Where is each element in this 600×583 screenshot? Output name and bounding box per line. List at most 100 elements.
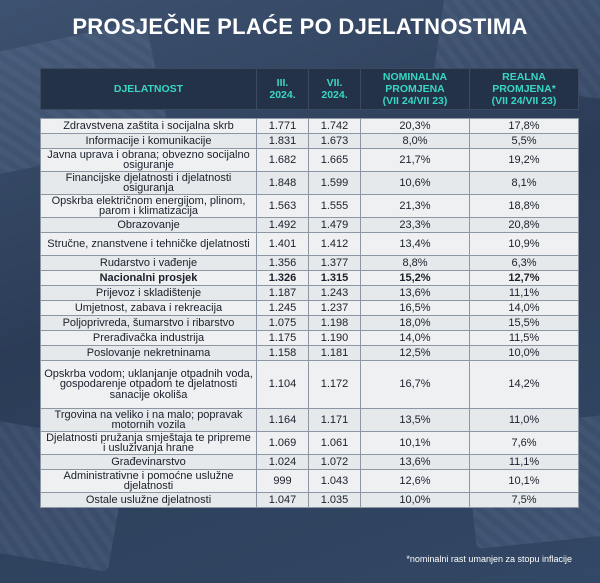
real-change-cell: 7,6% — [469, 431, 579, 455]
nominal-change-cell: 12,5% — [360, 345, 470, 361]
july-value-cell: 1.315 — [308, 270, 361, 286]
table-row: Građevinarstvo 1.024 1.072 13,6% 11,1% — [40, 454, 579, 470]
march-value-cell: 1.024 — [256, 454, 309, 470]
july-value-cell: 1.555 — [308, 194, 361, 218]
july-value-cell: 1.061 — [308, 431, 361, 455]
table-body: Zdravstvena zaštita i socijalna skrb 1.77… — [40, 118, 579, 508]
july-value-cell: 1.172 — [308, 360, 361, 409]
march-value-cell: 1.326 — [256, 270, 309, 286]
table-row: Trgovina na veliko i na malo; popravak m… — [40, 408, 579, 432]
march-value-cell: 1.245 — [256, 300, 309, 316]
march-value-cell: 1.682 — [256, 148, 309, 172]
header-real-change: REALNA PROMJENA* (VII 24/VII 23) — [469, 68, 579, 110]
table-row: Poslovanje nekretninama 1.158 1.181 12,5% 10… — [40, 345, 579, 361]
table-row: Umjetnost, zabava i rekreacija 1.245 1.237… — [40, 300, 579, 316]
real-change-cell: 15,5% — [469, 315, 579, 331]
activity-cell: Financijske djelatnosti i djelatnosti os… — [40, 171, 257, 195]
march-value-cell: 1.356 — [256, 255, 309, 271]
nominal-change-cell: 13,6% — [360, 454, 470, 470]
july-value-cell: 1.742 — [308, 118, 361, 134]
header-nominal-change: NOMINALNA PROMJENA (VII 24/VII 23) — [360, 68, 470, 110]
wages-table-container: DJELATNOST III. 2024. VII. 2024. NOMINALNA… — [40, 68, 579, 508]
table-row: Nacionalni prosjek 1.326 1.315 15,2% 12,7% — [40, 270, 579, 286]
july-value-cell: 1.412 — [308, 232, 361, 256]
header-activity: DJELATNOST — [40, 68, 257, 110]
july-value-cell: 1.479 — [308, 217, 361, 233]
real-change-cell: 10,9% — [469, 232, 579, 256]
real-change-cell: 17,8% — [469, 118, 579, 134]
wages-table: DJELATNOST III. 2024. VII. 2024. NOMINALNA… — [40, 68, 579, 508]
nominal-change-cell: 8,8% — [360, 255, 470, 271]
july-value-cell: 1.043 — [308, 469, 361, 493]
real-change-cell: 14,2% — [469, 360, 579, 409]
march-value-cell: 1.075 — [256, 315, 309, 331]
table-row: Ostale uslužne djelatnosti 1.047 1.035 10,0… — [40, 492, 579, 508]
table-row: Financijske djelatnosti i djelatnosti os… — [40, 171, 579, 195]
march-value-cell: 1.104 — [256, 360, 309, 409]
table-row: Poljoprivreda, šumarstvo i ribarstvo 1.07… — [40, 315, 579, 331]
real-change-cell: 10,1% — [469, 469, 579, 493]
nominal-change-cell: 13,4% — [360, 232, 470, 256]
july-value-cell: 1.181 — [308, 345, 361, 361]
activity-cell: Informacije i komunikacije — [40, 133, 257, 149]
table-row: Zdravstvena zaštita i socijalna skrb 1.77… — [40, 118, 579, 134]
activity-cell: Rudarstvo i vađenje — [40, 255, 257, 271]
real-change-cell: 7,5% — [469, 492, 579, 508]
activity-cell: Javna uprava i obrana; obvezno socijalno… — [40, 148, 257, 172]
nominal-change-cell: 16,7% — [360, 360, 470, 409]
real-change-cell: 19,2% — [469, 148, 579, 172]
page-title: PROSJEČNE PLAĆE PO DJELATNOSTIMA — [72, 14, 528, 39]
activity-cell: Administrativne i pomoćne uslužne djelat… — [40, 469, 257, 493]
header-july-2024: VII. 2024. — [308, 68, 361, 110]
real-change-cell: 10,0% — [469, 345, 579, 361]
real-change-cell: 8,1% — [469, 171, 579, 195]
july-value-cell: 1.599 — [308, 171, 361, 195]
table-row: Opskrba vodom; uklanjanje otpadnih voda,… — [40, 360, 579, 409]
activity-cell: Stručne, znanstvene i tehničke djelatnos… — [40, 232, 257, 256]
march-value-cell: 999 — [256, 469, 309, 493]
table-row: Prerađivačka industrija 1.175 1.190 14,0% 11… — [40, 330, 579, 346]
table-row: Rudarstvo i vađenje 1.356 1.377 8,8% 6,3% — [40, 255, 579, 271]
july-value-cell: 1.665 — [308, 148, 361, 172]
nominal-change-cell: 21,7% — [360, 148, 470, 172]
activity-cell: Građevinarstvo — [40, 454, 257, 470]
real-change-cell: 11,0% — [469, 408, 579, 432]
real-change-cell: 12,7% — [469, 270, 579, 286]
table-row: Javna uprava i obrana; obvezno socijalno… — [40, 148, 579, 172]
footnote: *nominalni rast umanjen za stopu inflaci… — [406, 554, 572, 564]
nominal-change-cell: 16,5% — [360, 300, 470, 316]
march-value-cell: 1.175 — [256, 330, 309, 346]
activity-cell: Prijevoz i skladištenje — [40, 285, 257, 301]
table-row: Prijevoz i skladištenje 1.187 1.243 13,6% 11… — [40, 285, 579, 301]
march-value-cell: 1.401 — [256, 232, 309, 256]
real-change-cell: 11,1% — [469, 285, 579, 301]
july-value-cell: 1.237 — [308, 300, 361, 316]
nominal-change-cell: 12,6% — [360, 469, 470, 493]
march-value-cell: 1.492 — [256, 217, 309, 233]
march-value-cell: 1.848 — [256, 171, 309, 195]
activity-cell: Umjetnost, zabava i rekreacija — [40, 300, 257, 316]
header-march-2024: III. 2024. — [256, 68, 309, 110]
activity-cell: Opskrba vodom; uklanjanje otpadnih voda,… — [40, 360, 257, 409]
activity-cell: Opskrba električnom energijom, plinom, p… — [40, 194, 257, 218]
activity-cell: Ostale uslužne djelatnosti — [40, 492, 257, 508]
march-value-cell: 1.069 — [256, 431, 309, 455]
march-value-cell: 1.158 — [256, 345, 309, 361]
july-value-cell: 1.198 — [308, 315, 361, 331]
march-value-cell: 1.047 — [256, 492, 309, 508]
nominal-change-cell: 14,0% — [360, 330, 470, 346]
nominal-change-cell: 20,3% — [360, 118, 470, 134]
real-change-cell: 6,3% — [469, 255, 579, 271]
real-change-cell: 11,1% — [469, 454, 579, 470]
march-value-cell: 1.164 — [256, 408, 309, 432]
table-row: Stručne, znanstvene i tehničke djelatnos… — [40, 232, 579, 256]
nominal-change-cell: 8,0% — [360, 133, 470, 149]
nominal-change-cell: 10,6% — [360, 171, 470, 195]
nominal-change-cell: 13,6% — [360, 285, 470, 301]
july-value-cell: 1.243 — [308, 285, 361, 301]
table-row: Opskrba električnom energijom, plinom, p… — [40, 194, 579, 218]
activity-cell: Prerađivačka industrija — [40, 330, 257, 346]
july-value-cell: 1.673 — [308, 133, 361, 149]
table-row: Djelatnosti pružanja smještaja te pripre… — [40, 431, 579, 455]
july-value-cell: 1.377 — [308, 255, 361, 271]
